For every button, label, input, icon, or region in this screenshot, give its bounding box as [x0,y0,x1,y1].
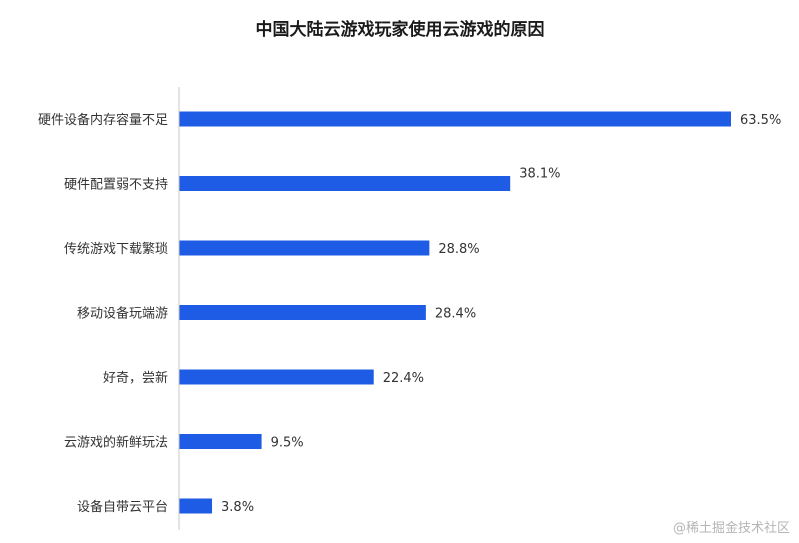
bar [179,111,731,127]
value-label: 22.4% [383,371,424,386]
category-label: 传统游戏下载繁琐 [64,241,168,257]
bar [179,176,511,191]
value-label: 3.8% [221,500,254,515]
chart-title: 中国大陆云游戏玩家使用云游戏的原因 [256,19,545,40]
value-label: 38.1% [519,167,560,182]
category-label: 云游戏的新鲜玩法 [64,435,168,451]
category-label: 好奇，尝新 [103,370,168,386]
bar [179,498,213,514]
category-label: 硬件设备内存容量不足 [38,112,168,128]
category-label: 硬件配置弱不支持 [64,178,168,193]
category-label: 设备自带云平台 [77,499,168,515]
watermark-text: @稀土掘金技术社区 [673,520,790,536]
category-label: 移动设备玩端游 [77,306,168,322]
value-label: 28.4% [435,307,476,322]
bar [179,369,374,385]
value-label: 9.5% [271,436,304,451]
value-label: 28.8% [438,242,479,257]
bar [179,305,426,320]
bar [179,434,262,449]
value-label: 63.5% [740,113,781,128]
bars-group: 硬件设备内存容量不足 63.5% 硬件配置弱不支持 38.1% 传统游戏下载繁琐 28.8… [38,111,781,515]
bar [179,240,430,256]
